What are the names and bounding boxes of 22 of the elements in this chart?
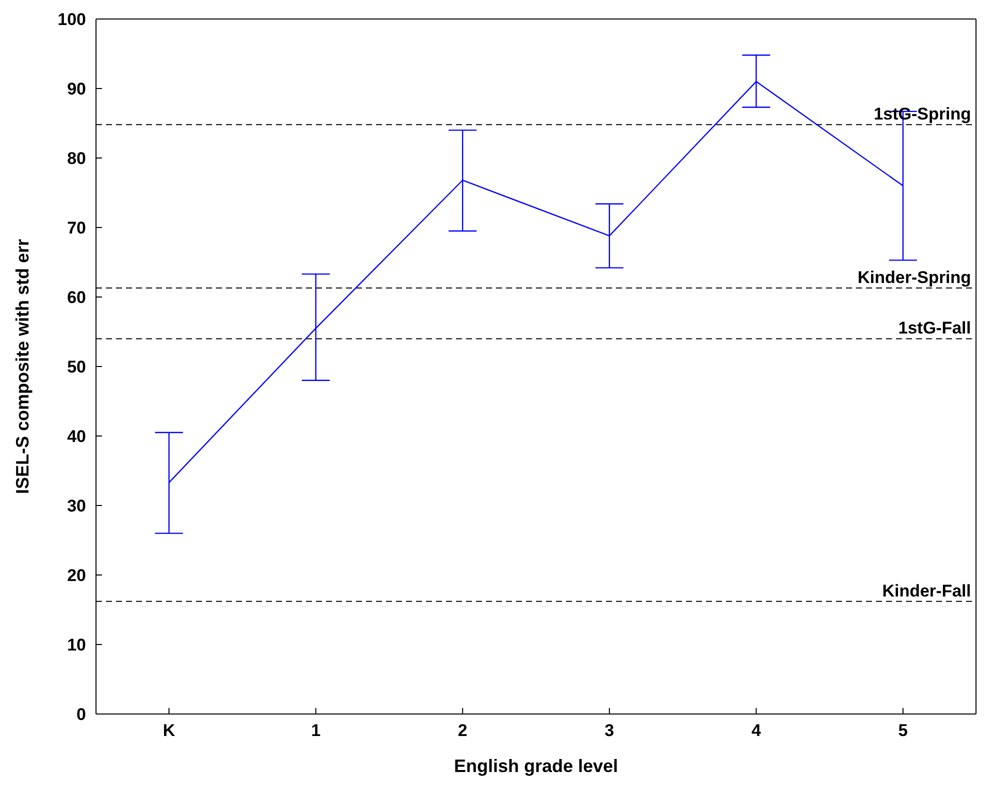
- y-tick-label: 40: [67, 427, 86, 446]
- y-tick-label: 90: [67, 80, 86, 99]
- y-tick-label: 30: [67, 496, 86, 516]
- y-tick-label: 100: [58, 10, 86, 30]
- y-tick-label: 70: [67, 218, 86, 238]
- x-tick-label: 2: [458, 721, 468, 740]
- y-tick-label: 50: [67, 358, 86, 377]
- x-tick-label: 3: [604, 721, 614, 740]
- x-tick-label: 1: [311, 721, 321, 740]
- x-tick-label: K: [162, 721, 176, 740]
- x-tick-label: 5: [898, 721, 908, 740]
- y-axis-title: ISEL-S composite with std err: [12, 238, 32, 494]
- y-tick-label: 80: [67, 149, 86, 168]
- y-tick-label: 10: [67, 636, 86, 655]
- x-axis-title: English grade level: [454, 756, 618, 776]
- y-tick-label: 60: [67, 288, 86, 308]
- x-tick-label: 4: [751, 721, 762, 740]
- y-tick-label: 0: [76, 705, 86, 724]
- ref-line-label: 1stG-Fall: [898, 318, 971, 338]
- ref-line-label: Kinder-Spring: [858, 268, 971, 287]
- ref-line-label: Kinder-Fall: [882, 581, 971, 600]
- y-tick-label: 20: [67, 566, 86, 586]
